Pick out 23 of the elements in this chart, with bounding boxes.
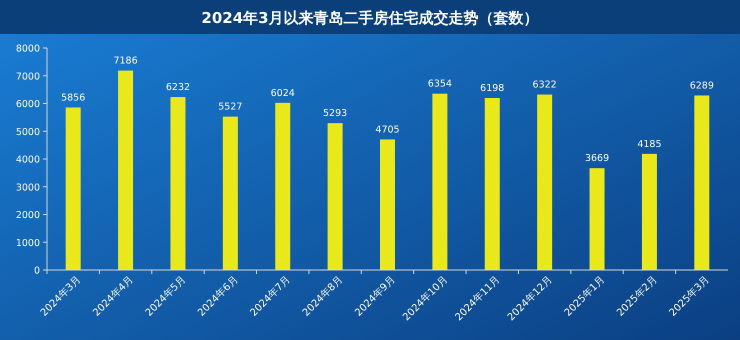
data-label: 6322 (532, 80, 557, 91)
data-label: 6354 (428, 78, 452, 90)
y-tick-label: 4000 (16, 154, 40, 166)
y-tick-label: 1000 (16, 238, 40, 249)
data-label: 5527 (218, 102, 242, 113)
y-tick-label: 5000 (16, 126, 40, 138)
y-tick-label: 2000 (16, 210, 40, 221)
data-label: 4705 (375, 124, 400, 136)
data-label: 4185 (637, 138, 662, 150)
y-tick-label: 6000 (16, 99, 40, 110)
chart-title: 2024年3月以来青岛二手房住宅成交走势（套数） (201, 9, 539, 27)
data-label: 5293 (323, 108, 348, 120)
data-label: 7186 (113, 56, 138, 67)
data-label: 6024 (270, 88, 295, 99)
y-tick-label: 3000 (16, 182, 40, 194)
data-label: 3669 (584, 153, 610, 164)
y-tick-label: 8000 (16, 44, 40, 54)
data-label: 6289 (690, 80, 714, 92)
data-label: 6232 (166, 82, 190, 94)
y-tick-label: 7000 (16, 71, 40, 82)
data-label: 6198 (480, 83, 504, 94)
y-tick-label: 0 (34, 266, 40, 276)
data-label: 5856 (61, 92, 86, 104)
